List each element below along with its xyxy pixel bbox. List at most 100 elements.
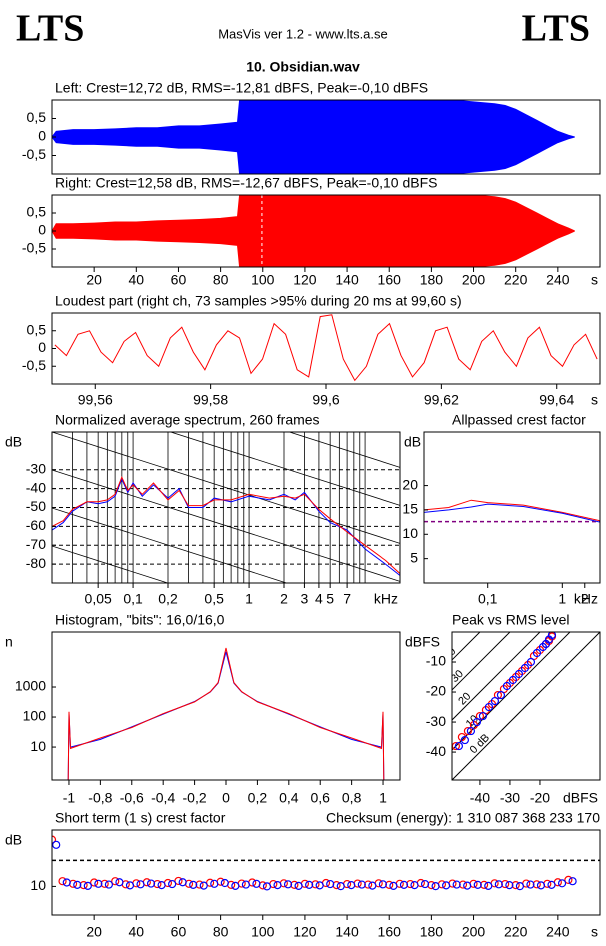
point [536, 881, 546, 890]
series-line [54, 314, 598, 382]
point [290, 880, 299, 889]
y-tick-label: -40 [426, 743, 446, 759]
point [452, 880, 461, 889]
x-tick-label: 99,6 [312, 392, 339, 408]
x-tick-label: 20 [86, 272, 102, 288]
plot-area [54, 314, 598, 382]
x-tick-label: -40 [470, 790, 490, 806]
x-tick-label: -0,2 [183, 790, 207, 806]
y-tick-label: -0,5 [22, 146, 46, 162]
point [73, 880, 82, 889]
x-tick-label: 120 [293, 272, 317, 288]
x-tick-label: 0,6 [310, 790, 330, 806]
x-unit: kHz [374, 591, 398, 607]
point [532, 880, 541, 889]
point [399, 880, 409, 889]
point [406, 879, 415, 889]
x-tick-label: 99,64 [539, 392, 574, 408]
point [283, 880, 293, 889]
point [189, 880, 198, 889]
panel-frame [51, 312, 601, 385]
point [466, 726, 476, 736]
panel: Loudest part (right ch, 73 samples >95% … [22, 293, 601, 408]
point [157, 881, 166, 890]
point [526, 657, 536, 667]
panel-frame [51, 829, 601, 916]
x-unit: kHz [574, 591, 598, 607]
x-tick-label: 80 [213, 924, 229, 940]
point [125, 881, 135, 890]
point [557, 879, 567, 888]
point [315, 881, 324, 890]
panel-frame [51, 431, 401, 584]
logo-left: LTS [16, 8, 84, 50]
point [410, 881, 419, 890]
y-unit: dB [404, 434, 421, 450]
plot-area [52, 835, 600, 891]
panel: Right: Crest=12,58 dB, RMS=-12,67 dBFS, … [22, 175, 601, 288]
point [454, 741, 464, 751]
point [357, 880, 366, 889]
point [520, 663, 530, 673]
point [136, 880, 145, 889]
point [368, 881, 377, 890]
point [505, 881, 514, 890]
point [364, 880, 373, 889]
point [79, 881, 88, 890]
point [111, 877, 120, 886]
panel: 0 dB10203040Peak vs RMS leveldBFSdBFS-10… [405, 612, 601, 806]
point [378, 880, 388, 889]
panel: Left: Crest=12,72 dB, RMS=-12,81 dBFS, P… [22, 80, 601, 175]
y-tick-label: -30 [426, 713, 446, 729]
panel-frame [51, 99, 601, 175]
point [501, 879, 510, 889]
x-tick-label: 20 [86, 924, 102, 940]
point [311, 880, 320, 889]
point [347, 881, 356, 890]
panel-title: Left: Crest=12,72 dB, RMS=-12,81 dBFS, P… [55, 80, 428, 96]
crest-line [452, 632, 481, 661]
panel: Allpassed crest factor dB kHz 20 15 10 5 0,1 1 2 [402, 412, 601, 607]
x-tick-label: 1 [245, 591, 253, 607]
point [442, 881, 451, 890]
x-tick-label: 99,58 [193, 392, 228, 408]
point [515, 882, 525, 891]
plot-area [67, 647, 385, 780]
y-unit: dB [5, 832, 22, 848]
panel-title: Normalized average spectrum, 260 frames [55, 412, 320, 428]
point [526, 880, 535, 889]
series-line [424, 499, 600, 522]
waveform-upper [52, 195, 575, 232]
plot-area [52, 100, 575, 174]
y-tick-label: -20 [426, 683, 446, 699]
x-tick-label: 1 [379, 790, 387, 806]
series-line [52, 477, 400, 576]
x-tick-label: 40 [129, 924, 145, 940]
x-tick-label: -20 [530, 790, 550, 806]
point [473, 880, 482, 889]
x-tick-label: 0,5 [204, 591, 224, 607]
x-tick-label: 160 [378, 272, 402, 288]
point [420, 879, 430, 889]
x-tick-label: 3 [301, 591, 309, 607]
point [90, 878, 99, 887]
x-tick-label: 140 [335, 924, 359, 940]
crest-line [452, 632, 600, 780]
point [52, 840, 61, 849]
panel-frame [451, 631, 601, 781]
x-tick-label: 60 [171, 272, 187, 288]
x-tick-label: 0,4 [279, 790, 299, 806]
x-tick-label: 0,1 [478, 591, 498, 607]
point [273, 881, 282, 890]
point [52, 835, 57, 844]
x-unit: s [591, 392, 598, 408]
y-tick-label: 10 [30, 738, 46, 754]
y-tick-label: 0,5 [27, 204, 47, 220]
slope-line [52, 432, 400, 544]
point [431, 882, 440, 891]
x-tick-label: 5 [326, 591, 334, 607]
series-line [424, 503, 600, 523]
y-tick-label: 5 [410, 549, 418, 565]
x-tick-label: 160 [378, 924, 402, 940]
x-tick-label: 120 [293, 924, 317, 940]
